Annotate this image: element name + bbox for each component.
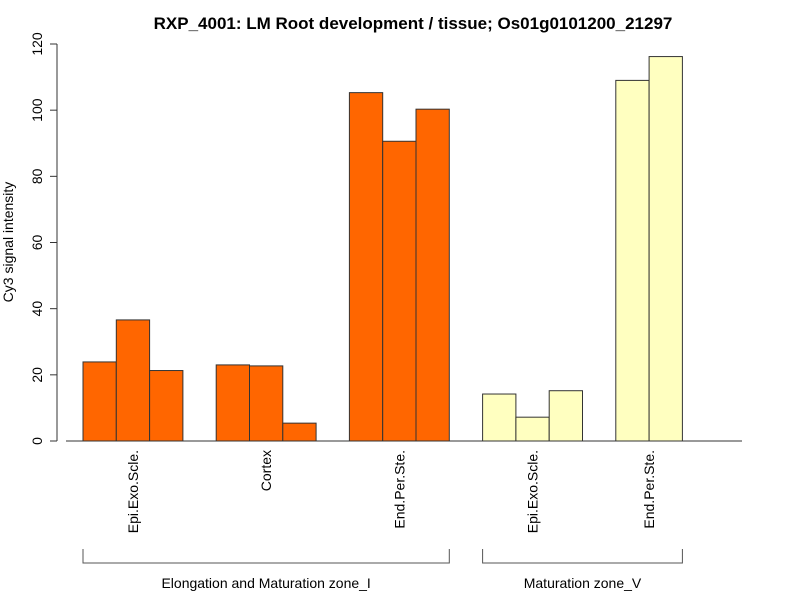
group-brackets: Elongation and Maturation zone_I Maturati… [82, 549, 683, 591]
group-label: Maturation zone_V [524, 575, 642, 591]
y-tick-label: 60 [29, 235, 45, 251]
bar [548, 390, 584, 442]
category-label: Epi.Exo.Scle. [125, 450, 141, 533]
category-label: End.Per.Ste. [641, 450, 657, 529]
bar [282, 422, 317, 442]
category-labels: Epi.Exo.Scle. Cortex End.Per.Ste. Epi.Exo.S… [125, 450, 657, 533]
y-tick-label: 100 [29, 98, 45, 122]
y-axis-label: Cy3 signal intensity [0, 182, 16, 303]
category-label: Epi.Exo.Scle. [525, 450, 541, 533]
y-tick-label: 120 [29, 32, 45, 56]
y-axis: 0 20 40 60 80 100 120 [29, 32, 58, 445]
group-bracket [82, 549, 450, 564]
bar [615, 79, 650, 442]
group-bracket [482, 549, 683, 564]
bar [149, 370, 184, 442]
bar [215, 364, 250, 442]
bar [115, 319, 151, 442]
bar [515, 416, 550, 442]
category-label: Cortex [258, 450, 274, 491]
bar [82, 361, 117, 442]
y-tick-label: 80 [29, 168, 45, 184]
bar [648, 56, 683, 442]
y-tick-label: 40 [29, 301, 45, 317]
category-label: End.Per.Ste. [391, 450, 407, 529]
bar [348, 92, 384, 442]
bar [249, 365, 284, 442]
bar [382, 140, 417, 442]
bar [415, 108, 450, 442]
y-tick-label: 20 [29, 367, 45, 383]
chart-title: RXP_4001: LM Root development / tissue; … [154, 14, 673, 33]
bars [82, 56, 683, 442]
y-tick-label: 0 [29, 437, 45, 445]
group-label: Elongation and Maturation zone_I [161, 575, 370, 591]
bar [482, 393, 517, 442]
